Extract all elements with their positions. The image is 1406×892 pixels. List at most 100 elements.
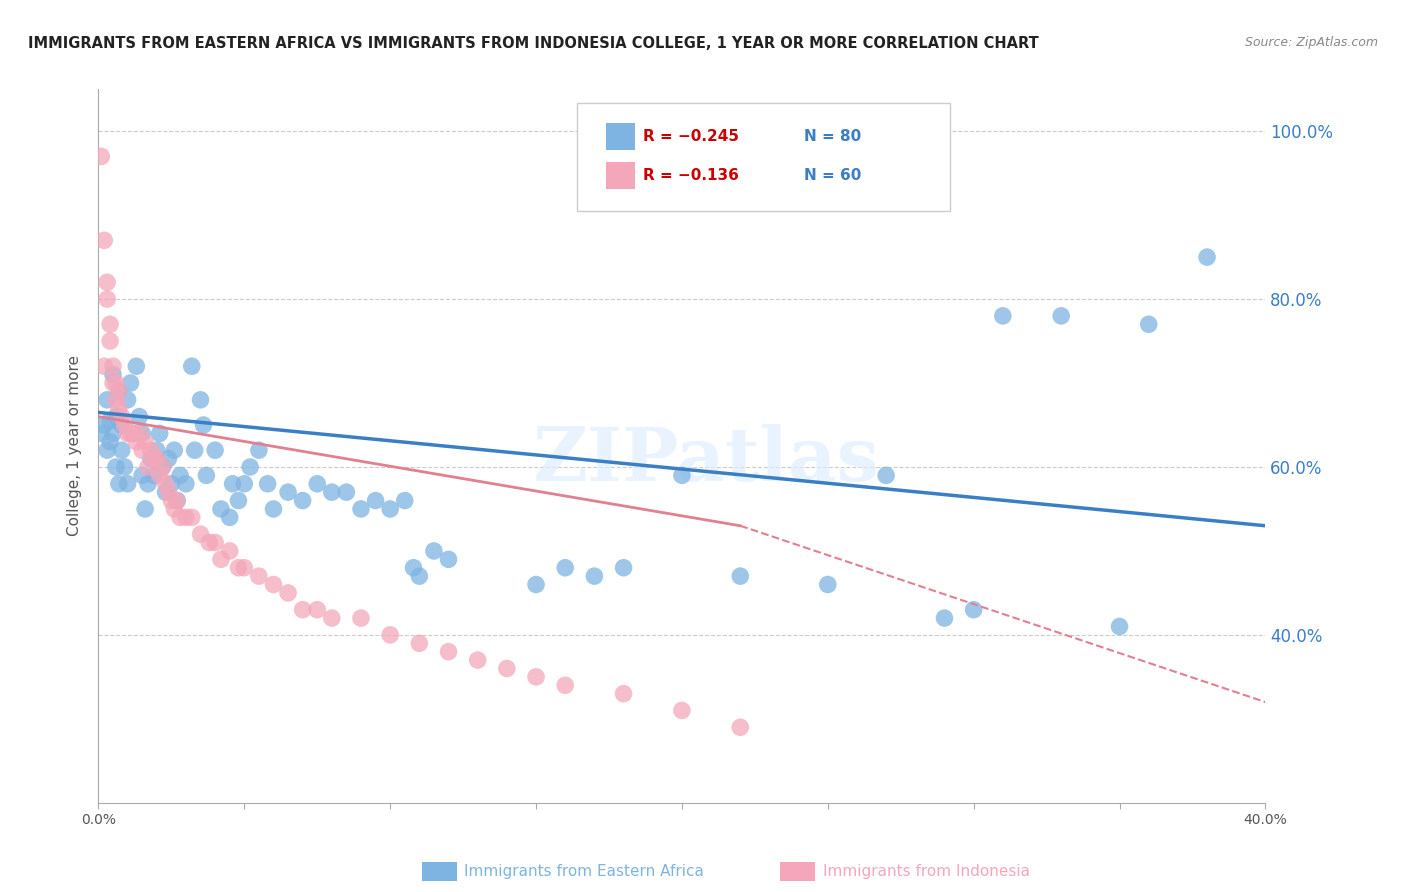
Point (101, 368, 124, 382)
Point (239, 460, 262, 475)
Point (962, 603, 984, 617)
Text: Source: ZipAtlas.com: Source: ZipAtlas.com (1244, 36, 1378, 49)
Text: N = 80: N = 80 (804, 128, 862, 144)
Point (157, 451, 180, 466)
Point (730, 569, 752, 583)
Point (402, 560, 425, 574)
Point (174, 510, 197, 524)
Point (218, 510, 240, 524)
Point (146, 443, 169, 458)
Point (364, 493, 387, 508)
Point (166, 493, 188, 508)
Point (111, 417, 134, 432)
Point (120, 376, 142, 390)
Point (1050, 309, 1073, 323)
Point (157, 485, 180, 500)
Point (139, 451, 162, 466)
Point (991, 309, 1014, 323)
Point (180, 510, 202, 524)
Point (111, 443, 134, 458)
Point (1195, 250, 1218, 264)
Point (98, 318, 121, 332)
Point (142, 468, 165, 483)
Point (134, 434, 156, 449)
Point (190, 392, 212, 407)
Text: Immigrants from Eastern Africa: Immigrants from Eastern Africa (464, 864, 704, 879)
Point (160, 493, 183, 508)
Point (155, 476, 177, 491)
Point (554, 560, 576, 574)
Point (96, 275, 118, 289)
Point (104, 460, 127, 475)
Point (101, 426, 124, 441)
Point (149, 426, 172, 441)
Point (204, 535, 226, 549)
Point (142, 451, 165, 466)
Point (174, 476, 197, 491)
Point (169, 468, 191, 483)
Point (98, 334, 121, 348)
Point (198, 535, 221, 549)
Point (101, 359, 124, 374)
Point (108, 476, 131, 491)
Point (122, 426, 145, 441)
Point (166, 493, 188, 508)
Point (671, 703, 693, 717)
Point (111, 409, 134, 424)
Point (131, 443, 153, 458)
Point (350, 611, 373, 625)
Point (437, 552, 460, 566)
Point (108, 384, 131, 399)
Y-axis label: College, 1 year or more: College, 1 year or more (67, 356, 83, 536)
Point (152, 460, 174, 475)
Point (307, 476, 329, 491)
Point (169, 510, 191, 524)
Point (195, 468, 218, 483)
Point (730, 720, 752, 734)
Point (817, 577, 839, 591)
Point (233, 476, 256, 491)
Text: R = −0.245: R = −0.245 (644, 128, 740, 144)
Point (307, 603, 329, 617)
Text: R = −0.136: R = −0.136 (644, 168, 740, 183)
Point (437, 645, 460, 659)
Point (190, 527, 212, 541)
Point (209, 502, 232, 516)
Point (125, 434, 148, 449)
Point (131, 468, 153, 483)
Point (96, 392, 118, 407)
Point (93, 359, 115, 374)
Point (114, 417, 136, 432)
Point (394, 493, 416, 508)
Point (149, 468, 172, 483)
Point (155, 485, 177, 500)
Point (104, 392, 127, 407)
Point (291, 493, 314, 508)
Bar (606, 123, 636, 150)
Point (120, 426, 142, 441)
Point (247, 443, 270, 458)
Point (136, 460, 159, 475)
Point (554, 678, 576, 692)
Point (163, 502, 186, 516)
Point (93, 417, 115, 432)
Point (934, 611, 956, 625)
Point (612, 560, 634, 574)
Point (104, 409, 127, 424)
Point (321, 611, 343, 625)
Point (496, 661, 519, 675)
Point (160, 476, 183, 491)
Point (524, 577, 547, 591)
Point (228, 493, 250, 508)
Point (108, 401, 131, 416)
Point (152, 460, 174, 475)
Point (262, 577, 284, 591)
Text: ZIPatlas: ZIPatlas (531, 424, 879, 497)
Point (204, 443, 226, 458)
Point (180, 359, 202, 374)
Point (139, 443, 162, 458)
Point (98, 414, 121, 428)
Point (277, 485, 299, 500)
Point (335, 485, 357, 500)
Point (612, 687, 634, 701)
